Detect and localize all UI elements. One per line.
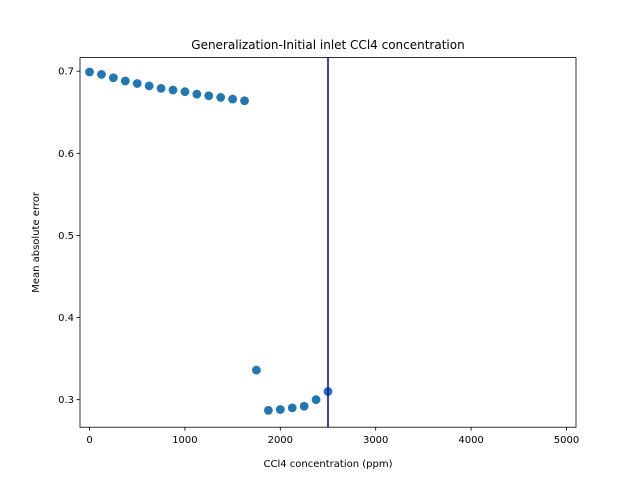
y-tick-label: 0.5 — [58, 231, 74, 242]
y-axis: 0.3 0.4 0.5 0.6 0.7 — [58, 67, 80, 406]
data-point — [156, 84, 166, 93]
x-axis-label: CCl4 concentration (ppm) — [264, 459, 393, 470]
y-tick-label: 0.4 — [58, 313, 74, 324]
data-point — [240, 96, 249, 106]
x-tick-label: 2000 — [268, 435, 293, 446]
data-point — [299, 401, 309, 411]
chart-title: Generalization-Initial inlet CCl4 concen… — [191, 38, 464, 52]
data-point — [168, 85, 178, 95]
data-point — [287, 403, 297, 413]
data-point — [311, 395, 321, 405]
y-axis-label: Mean absolute error — [31, 191, 42, 293]
data-point — [252, 365, 261, 375]
data-point — [216, 93, 226, 102]
data-point — [228, 94, 238, 104]
x-tick-label: 0 — [86, 435, 92, 446]
plot-area — [85, 57, 333, 428]
data-point — [263, 405, 273, 415]
data-point — [180, 87, 190, 97]
data-point — [120, 76, 130, 86]
axes-frame — [79, 57, 577, 428]
data-point — [108, 73, 118, 83]
x-tick-label: 1000 — [172, 435, 197, 446]
y-tick-label: 0.3 — [58, 395, 74, 406]
y-tick-label: 0.6 — [58, 149, 74, 160]
x-tick-label: 5000 — [554, 435, 579, 446]
data-point — [192, 89, 202, 99]
data-point — [97, 70, 106, 79]
x-tick-label: 3000 — [363, 435, 388, 446]
data-point — [132, 79, 142, 88]
data-point — [204, 91, 214, 101]
y-tick-label: 0.7 — [58, 67, 74, 78]
x-axis: 0 1000 2000 3000 4000 5000 — [86, 427, 579, 446]
data-point — [275, 405, 285, 414]
data-point — [85, 67, 94, 77]
data-point — [144, 81, 154, 91]
x-tick-label: 4000 — [458, 435, 483, 446]
